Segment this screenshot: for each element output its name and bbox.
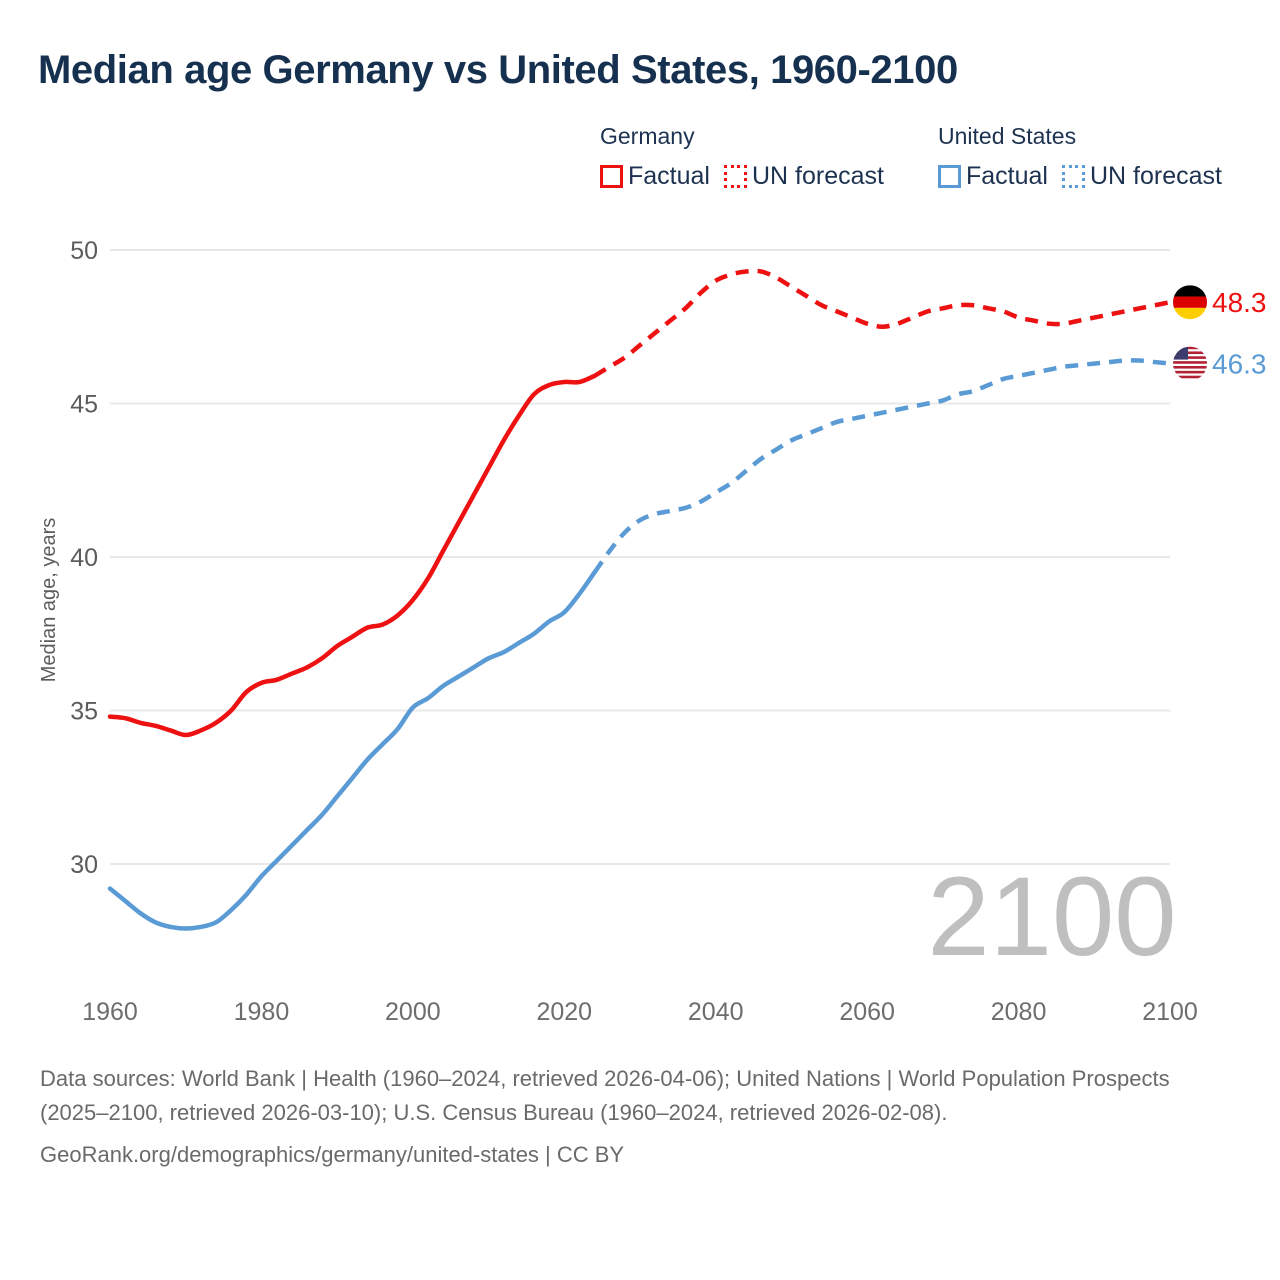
chart-legend: Germany Factual UN forecast United State… — [600, 122, 1250, 202]
y-tick-label: 35 — [70, 698, 98, 726]
legend-country-germany: Germany — [600, 123, 695, 149]
solid-line-swatch-icon — [938, 165, 961, 188]
legend-item-germany-forecast[interactable]: UN forecast — [723, 162, 884, 191]
x-tick-label: 1960 — [82, 998, 138, 1026]
x-tick-label: 2060 — [839, 998, 895, 1026]
footer-data-sources: Data sources: World Bank | Health (1960–… — [40, 1066, 1170, 1125]
series-line-forecast-germany — [593, 268, 1171, 378]
legend-entries-united-states: Factual UN forecast — [938, 162, 1222, 191]
solid-line-swatch-icon — [600, 165, 623, 188]
watermark-year: 2100 — [927, 854, 1176, 979]
series-line-factual-united-states — [107, 570, 597, 931]
dotted-line-swatch-icon — [1061, 165, 1085, 188]
dotted-line-swatch-icon — [723, 165, 747, 188]
legend-country-united-states: United States — [938, 123, 1077, 149]
x-tick-label: 2080 — [991, 998, 1047, 1026]
legend-label-united-states-factual: Factual — [966, 162, 1048, 190]
legend-item-germany-factual[interactable]: Factual — [600, 162, 710, 191]
x-tick-label: 1980 — [234, 998, 290, 1026]
y-tick-label: 30 — [70, 851, 98, 879]
germany-flag-icon — [1173, 285, 1207, 320]
y-tick-label: 45 — [70, 391, 98, 419]
footer: Data sources: World Bank | Health (1960–… — [40, 1062, 1220, 1170]
legend-item-united-states-factual[interactable]: Factual — [938, 162, 1048, 191]
gridlines — [110, 249, 1170, 865]
end-label-germany: 48.3 — [1212, 287, 1267, 318]
y-axis-tick-labels: 30 35 40 45 50 — [70, 237, 98, 879]
legend-group-united-states: United States Factual UN forecast — [938, 122, 1222, 191]
y-tick-label: 50 — [70, 237, 98, 265]
y-tick-label: 40 — [70, 544, 98, 572]
x-axis-tick-labels: 1960 1980 2000 2020 2040 2060 2080 2100 — [82, 998, 1198, 1026]
end-label-united-states: 46.3 — [1212, 349, 1267, 380]
legend-label-germany-forecast: UN forecast — [751, 162, 884, 190]
page-title: Median age Germany vs United States, 196… — [38, 48, 958, 92]
series-line-forecast-united-states — [592, 358, 1171, 574]
x-tick-label: 2100 — [1142, 998, 1198, 1026]
legend-item-united-states-forecast[interactable]: UN forecast — [1061, 162, 1222, 191]
footer-credit: GeoRank.org/demographics/germany/united-… — [40, 1142, 625, 1167]
x-tick-label: 2000 — [385, 998, 441, 1026]
series-lines — [107, 268, 1171, 931]
united-states-flag-icon — [1173, 346, 1207, 381]
x-tick-label: 2020 — [536, 998, 592, 1026]
legend-label-germany-factual: Factual — [628, 162, 710, 190]
series-line-factual-germany — [107, 373, 597, 738]
legend-group-germany: Germany Factual UN forecast — [600, 122, 884, 191]
y-axis-title: Median age, years — [38, 518, 60, 683]
end-markers: 48.3 46.3 — [1173, 285, 1267, 381]
x-tick-label: 2040 — [688, 998, 744, 1026]
legend-entries-germany: Factual UN forecast — [600, 162, 884, 191]
legend-label-united-states-forecast: UN forecast — [1089, 162, 1222, 190]
